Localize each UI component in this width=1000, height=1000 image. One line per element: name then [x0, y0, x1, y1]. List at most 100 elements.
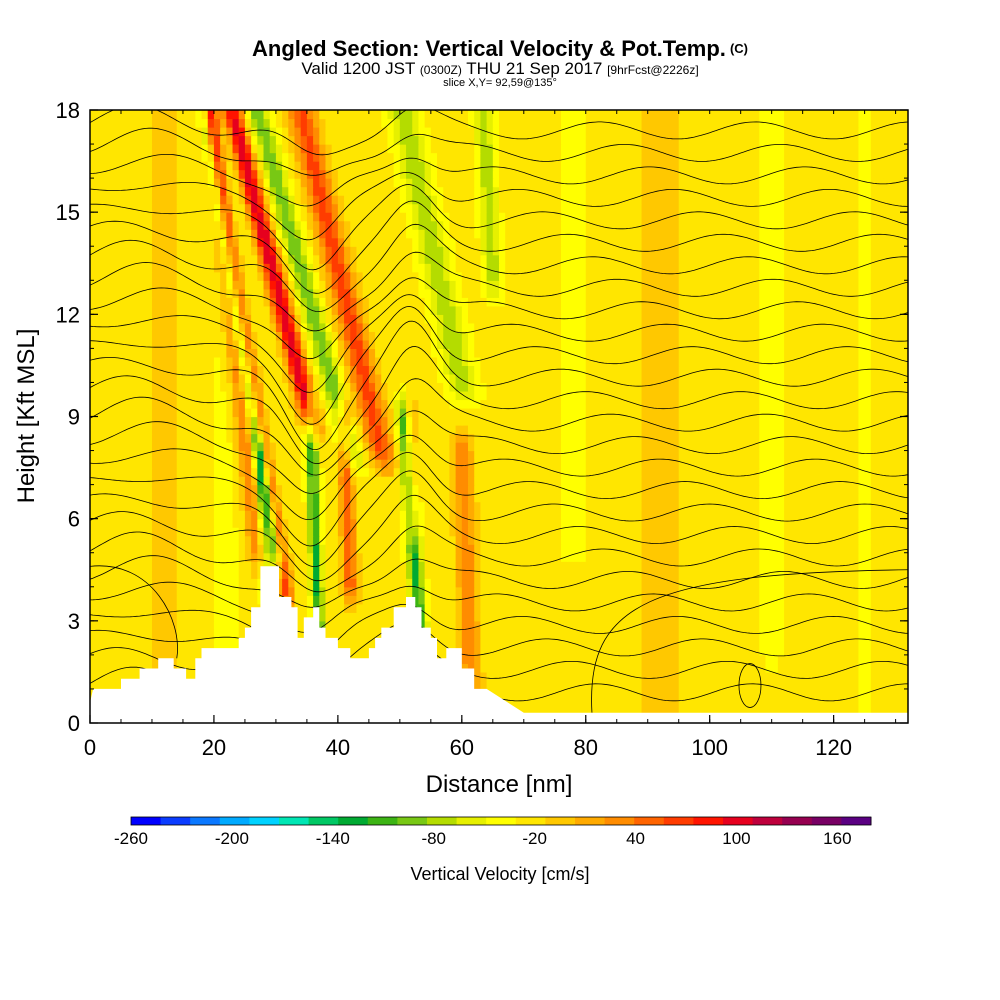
field-cell — [189, 416, 196, 426]
field-cell — [424, 399, 432, 409]
field-cell — [598, 442, 605, 452]
field-cell — [802, 493, 810, 503]
field-cell — [319, 459, 327, 469]
field-cell — [139, 425, 147, 435]
field-cell — [554, 688, 562, 699]
field-cell — [684, 459, 692, 469]
field-cell — [195, 646, 203, 656]
field-cell — [821, 569, 829, 579]
field-cell — [858, 407, 866, 418]
field-cell — [220, 586, 227, 596]
field-cell — [877, 450, 884, 460]
field-cell — [647, 637, 655, 647]
field-cell — [430, 399, 438, 409]
field-cell — [158, 510, 165, 520]
field-cell — [207, 586, 215, 596]
field-cell — [499, 612, 506, 622]
field-cell — [313, 467, 320, 477]
field-cell — [529, 620, 537, 630]
field-cell — [207, 399, 215, 409]
field-cell — [753, 535, 760, 545]
field-cell — [170, 484, 178, 494]
field-cell — [337, 407, 345, 418]
field-cell — [753, 484, 760, 494]
field-cell — [263, 450, 271, 460]
field-cell — [846, 535, 853, 545]
field-cell — [833, 705, 841, 716]
field-cell — [653, 459, 661, 469]
field-cell — [839, 510, 847, 520]
field-cell — [753, 416, 760, 426]
field-cell — [622, 561, 630, 571]
field-cell — [660, 654, 667, 665]
field-cell — [529, 501, 537, 511]
field-cell — [319, 552, 327, 562]
field-cell — [765, 637, 773, 647]
field-cell — [164, 586, 172, 596]
field-cell — [560, 646, 568, 656]
field-cell — [790, 680, 798, 690]
field-cell — [282, 510, 289, 520]
field-cell — [437, 544, 444, 554]
field-cell — [164, 603, 172, 613]
field-cell — [877, 705, 884, 716]
field-cell — [740, 510, 748, 520]
field-cell — [560, 433, 568, 443]
field-cell — [151, 561, 159, 571]
field-cell — [461, 620, 469, 630]
field-cell — [771, 450, 779, 460]
field-cell — [474, 680, 482, 690]
field-cell — [703, 603, 711, 613]
field-cell — [740, 484, 748, 494]
field-cell — [213, 569, 221, 579]
field-cell — [765, 688, 773, 699]
field-cell — [901, 501, 908, 511]
field-cell — [697, 544, 705, 554]
field-cell — [207, 637, 215, 647]
field-cell — [771, 518, 779, 528]
field-cell — [282, 442, 289, 452]
field-cell — [207, 603, 215, 613]
field-cell — [666, 552, 674, 562]
field-cell — [182, 620, 190, 630]
field-cell — [176, 459, 184, 469]
field-cell — [158, 569, 165, 579]
field-cell — [864, 705, 872, 716]
field-cell — [653, 527, 661, 537]
field-cell — [870, 476, 878, 486]
field-cell — [666, 671, 674, 682]
field-cell — [616, 680, 624, 690]
field-cell — [585, 416, 593, 426]
field-cell — [641, 620, 649, 630]
field-cell — [852, 603, 860, 613]
field-cell — [356, 569, 364, 579]
field-cell — [275, 493, 283, 503]
field-cell — [635, 612, 643, 622]
field-cell — [145, 586, 153, 596]
field-cell — [846, 620, 853, 630]
field-cell — [387, 433, 395, 443]
field-cell — [858, 680, 866, 690]
field-cell — [226, 467, 234, 477]
field-cell — [282, 501, 289, 511]
field-cell — [715, 603, 723, 613]
slice-info: slice X,Y= 92,59@135° — [443, 77, 557, 89]
field-cell — [251, 595, 258, 605]
field-cell — [579, 663, 587, 673]
field-cell — [660, 544, 667, 554]
field-cell — [455, 467, 463, 477]
field-cell — [610, 612, 618, 622]
field-cell — [480, 442, 488, 452]
field-cell — [102, 450, 110, 460]
field-cell — [412, 416, 420, 426]
field-cell — [282, 586, 289, 596]
field-cell — [133, 586, 141, 596]
field-cell — [585, 697, 593, 707]
field-cell — [449, 407, 457, 418]
field-cell — [734, 671, 742, 682]
field-cell — [406, 433, 413, 443]
field-cell — [901, 442, 908, 452]
field-cell — [796, 654, 804, 665]
field-cell — [579, 586, 587, 596]
field-cell — [796, 425, 804, 435]
